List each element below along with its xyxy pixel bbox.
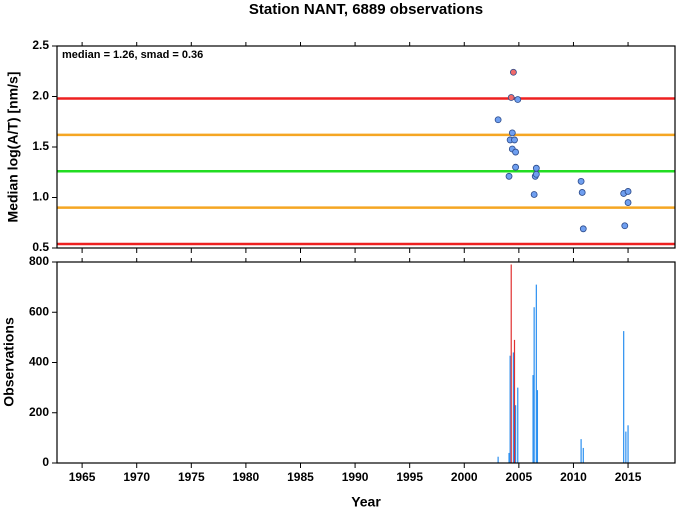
bar xyxy=(536,390,539,463)
point xyxy=(624,188,632,195)
point xyxy=(532,170,540,178)
y-tick-label: 200 xyxy=(29,405,49,419)
bar xyxy=(517,387,519,463)
x-tick-label: 2000 xyxy=(451,470,478,484)
x-tick-label: 2010 xyxy=(560,470,587,484)
bar xyxy=(497,456,499,463)
bar xyxy=(514,405,517,463)
point xyxy=(494,116,502,124)
y-tick-label: 400 xyxy=(29,355,49,369)
y-tick-label: 0 xyxy=(42,455,49,469)
point xyxy=(511,136,518,144)
point xyxy=(577,177,585,185)
bar xyxy=(512,352,515,463)
annotation: median = 1.26, smad = 0.36 xyxy=(62,49,203,61)
bar xyxy=(623,331,625,463)
y-tick-label: 2.5 xyxy=(32,38,49,52)
point xyxy=(621,222,629,230)
y-tick-label: 1.0 xyxy=(32,190,49,204)
point xyxy=(532,164,540,172)
x-tick-label: 1980 xyxy=(233,470,260,484)
y-tick-label: 1.5 xyxy=(32,139,49,153)
point xyxy=(512,148,519,156)
bar xyxy=(508,452,510,463)
x-tick-label: 1965 xyxy=(69,470,96,484)
bar xyxy=(582,447,584,463)
y-tick-label: 800 xyxy=(29,254,49,268)
x-axis-label: Year xyxy=(351,494,381,510)
bar xyxy=(533,307,535,463)
point xyxy=(512,163,519,171)
x-tick-label: 2005 xyxy=(506,470,533,484)
chart-title: Station NANT, 6889 observations xyxy=(249,1,483,18)
y-axis-label: Median log(A/T) [nm/s] xyxy=(5,72,21,223)
bar xyxy=(580,439,582,463)
x-tick-label: 1975 xyxy=(178,470,205,484)
bar xyxy=(627,425,629,463)
point xyxy=(579,225,587,233)
point xyxy=(510,68,517,76)
bar xyxy=(532,375,534,463)
point xyxy=(514,96,522,103)
point xyxy=(530,191,538,198)
point xyxy=(508,129,516,137)
y-tick-label: 0.5 xyxy=(32,240,49,254)
plot-frame xyxy=(56,261,676,464)
point xyxy=(505,172,513,180)
bar xyxy=(535,284,537,463)
y-tick-label: 2.0 xyxy=(32,89,49,103)
plot-frame xyxy=(56,45,676,249)
bar xyxy=(513,339,516,463)
x-tick-label: 1985 xyxy=(287,470,314,484)
point xyxy=(578,189,586,196)
x-tick-label: 1995 xyxy=(396,470,423,484)
bar xyxy=(625,431,627,463)
point xyxy=(507,94,515,101)
x-tick-label: 1990 xyxy=(342,470,369,484)
bar xyxy=(509,355,511,463)
y-tick-label: 600 xyxy=(29,304,49,318)
x-tick-label: 2015 xyxy=(615,470,642,484)
point xyxy=(624,199,632,206)
bar xyxy=(510,264,512,463)
y-axis-label: Observations xyxy=(1,317,17,407)
x-tick-label: 1970 xyxy=(123,470,150,484)
